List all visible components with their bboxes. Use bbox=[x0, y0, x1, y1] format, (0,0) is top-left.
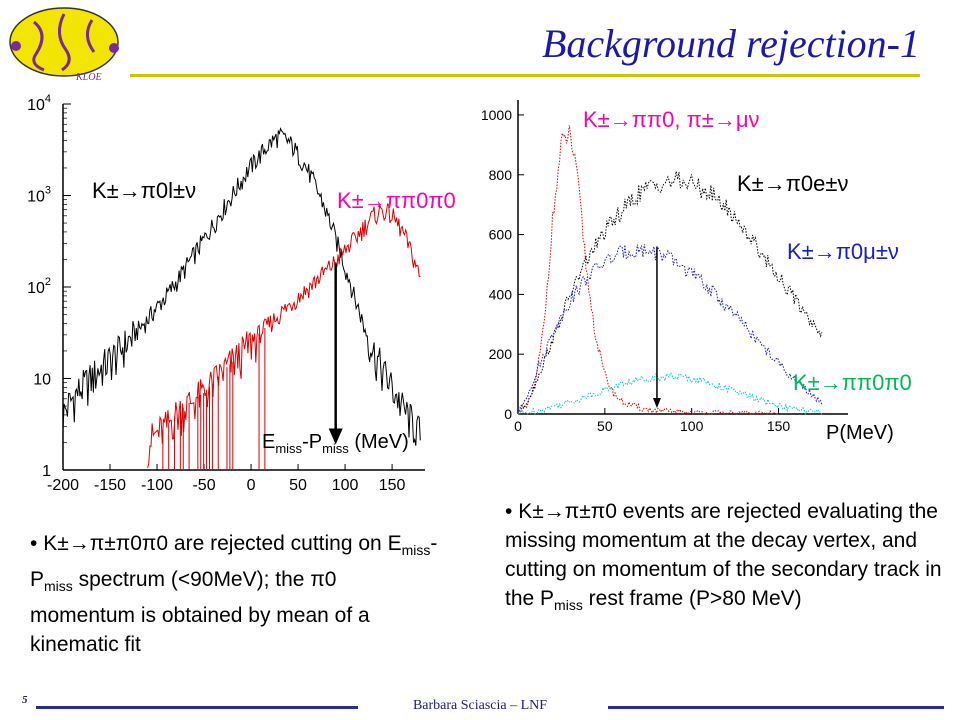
kloe-logo: KLOE bbox=[9, 7, 119, 83]
chart1-x-tick-label: -50 bbox=[192, 477, 215, 494]
chart2-x-tick-label: 150 bbox=[767, 418, 791, 434]
emiss-sub: miss bbox=[401, 542, 431, 559]
pi0-symbol: π0 bbox=[310, 568, 337, 592]
chart2-label-k3pi: K±→ππ0π0 bbox=[793, 370, 912, 395]
chart2-series-line bbox=[517, 125, 779, 416]
chart2-x-tick-label: 100 bbox=[680, 418, 704, 434]
chart1-series-line bbox=[147, 203, 421, 469]
chart1-x-tick-label: 0 bbox=[247, 477, 256, 494]
logo-text: KLOE bbox=[75, 72, 102, 83]
xlabel-unit: (MeV) bbox=[349, 431, 409, 453]
chart2-y-tick-label: 200 bbox=[489, 346, 513, 362]
chart1-y-tick-exp: 4 bbox=[45, 93, 51, 105]
chart1-x-tick-label: 100 bbox=[332, 477, 359, 494]
bullet-right-reaction: K±→π±π0 bbox=[518, 500, 617, 523]
chart1-cut-arrow-head bbox=[328, 428, 343, 445]
chart1-label-kl3: K±→π0l±ν bbox=[92, 178, 196, 203]
pmiss-sub-right: miss bbox=[554, 597, 583, 614]
emiss-e: E bbox=[387, 532, 402, 555]
chart2-cut-arrow-head bbox=[652, 398, 661, 409]
bullet-left: • K±→π±π0π0 are rejected cutting on Emis… bbox=[30, 529, 440, 659]
bullet-left-reaction: K±→π±π0π0 bbox=[43, 532, 169, 555]
chart1-x-tick-label: -100 bbox=[141, 477, 173, 494]
chart1-y-tick-exp: 3 bbox=[45, 185, 51, 197]
xlabel-p: -P bbox=[302, 431, 322, 453]
footer-rule-right bbox=[608, 706, 944, 709]
slide-title: Background rejection-1 bbox=[541, 21, 920, 66]
chart1-series-line bbox=[62, 127, 421, 446]
footer-rule-left bbox=[36, 706, 358, 709]
pmiss-p: P bbox=[540, 587, 555, 610]
chart1-y-tick-label: 10 bbox=[33, 372, 51, 389]
chart2-label-ke3: K±→π0e±ν bbox=[737, 171, 848, 196]
chart1-series bbox=[62, 127, 421, 470]
bullet-left-text2: spectrum (<90MeV); the bbox=[72, 568, 311, 592]
chart2-series-line bbox=[517, 244, 823, 415]
xlabel-sub-miss: miss bbox=[275, 441, 302, 456]
bullet-left-text1: are rejected cutting on bbox=[168, 532, 388, 555]
chart1-y-tick-label: 1 bbox=[42, 463, 51, 480]
chart2-y-tick-label: 0 bbox=[504, 406, 512, 422]
chart1-xlabel: Emiss-Pmiss (MeV) bbox=[262, 431, 409, 456]
emiss-p: -P bbox=[30, 532, 438, 592]
chart2-axes: 0 50 100 150 0 200 400 600 800 1000 bbox=[481, 100, 848, 434]
chart2-label-kmu3: K±→π0μ±ν bbox=[787, 239, 899, 264]
title-underline bbox=[130, 74, 920, 77]
bullet-right-text2: rest frame (P>80 MeV) bbox=[582, 587, 802, 610]
chart2-series-line bbox=[517, 171, 823, 415]
bullet-right-text1: events are rejected evaluating the missi… bbox=[505, 500, 942, 610]
chart1-x-tick-label: -200 bbox=[47, 477, 79, 494]
footer-author: Barbara Sciascia – LNF bbox=[412, 698, 548, 713]
bullet-marker: • bbox=[30, 532, 38, 555]
chart2-x-tick-label: 0 bbox=[514, 418, 522, 434]
chart1-label-k3pi: K±→ππ0π0 bbox=[337, 188, 456, 213]
chart2-y-tick-label: 1000 bbox=[481, 107, 512, 123]
chart1-x-tick-label: -150 bbox=[94, 477, 126, 494]
chart2-y-tick-label: 600 bbox=[489, 227, 513, 243]
chart2-y-tick-label: 400 bbox=[489, 286, 513, 302]
bullet-right: • K±→π±π0 events are rejected evaluating… bbox=[505, 497, 945, 620]
chart2-x-tick-label: 50 bbox=[597, 418, 613, 434]
chart1-y-tick-exp: 2 bbox=[45, 276, 51, 288]
chart2-xlabel: P(MeV) bbox=[826, 422, 894, 444]
page-number: 5 bbox=[22, 694, 28, 706]
chart2-label-pimunu: K±→ππ0, π±→μν bbox=[583, 107, 760, 132]
chart1-x-tick-label: 50 bbox=[289, 477, 307, 494]
xlabel-sub-miss2: miss bbox=[322, 441, 349, 456]
chart2-series bbox=[517, 125, 823, 416]
chart1-x-tick-label: 150 bbox=[379, 477, 406, 494]
bullet-left-text3: momentum is obtained by mean of a kinema… bbox=[30, 604, 370, 657]
xlabel-e: E bbox=[262, 431, 275, 453]
chart2-y-tick-label: 800 bbox=[489, 167, 513, 183]
chart2-series-line bbox=[517, 371, 823, 416]
bullet-marker: • bbox=[505, 500, 513, 523]
pmiss-sub: miss bbox=[44, 578, 73, 595]
